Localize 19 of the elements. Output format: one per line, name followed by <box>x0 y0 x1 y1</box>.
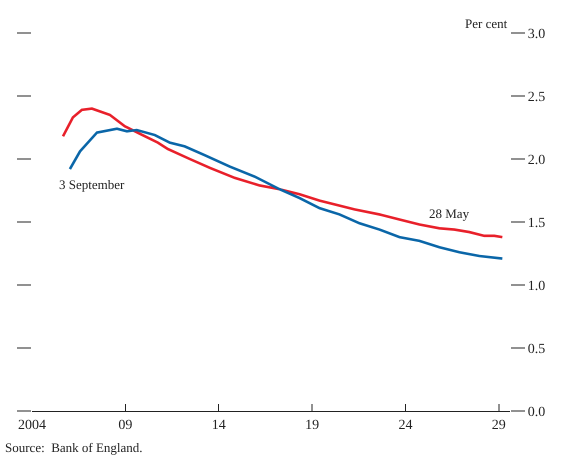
y-tick-label: 1.5 <box>528 216 546 231</box>
x-tick-label: 19 <box>305 418 320 433</box>
x-tick-label: 2004 <box>18 418 46 433</box>
y-tick-label: 2.5 <box>528 90 546 105</box>
series-label: 28 May <box>429 206 470 221</box>
y-axis-title: Per cent <box>465 16 508 31</box>
x-tick-label: 09 <box>118 418 132 433</box>
y-tick-label: 0.0 <box>528 404 546 420</box>
x-tick-label: 24 <box>398 418 412 433</box>
source-note: Source: Bank of England. <box>5 440 143 455</box>
x-tick-label: 14 <box>212 418 226 433</box>
series-label: 3 September <box>59 177 126 192</box>
x-tick-label: 29 <box>492 418 506 433</box>
y-tick-label: 2.0 <box>528 152 546 168</box>
line-series <box>62 107 504 238</box>
y-tick-label: 1.0 <box>528 278 546 294</box>
line-series <box>68 127 504 260</box>
y-tick-label: 0.5 <box>528 342 546 357</box>
y-tick-label: 3.0 <box>528 26 546 42</box>
